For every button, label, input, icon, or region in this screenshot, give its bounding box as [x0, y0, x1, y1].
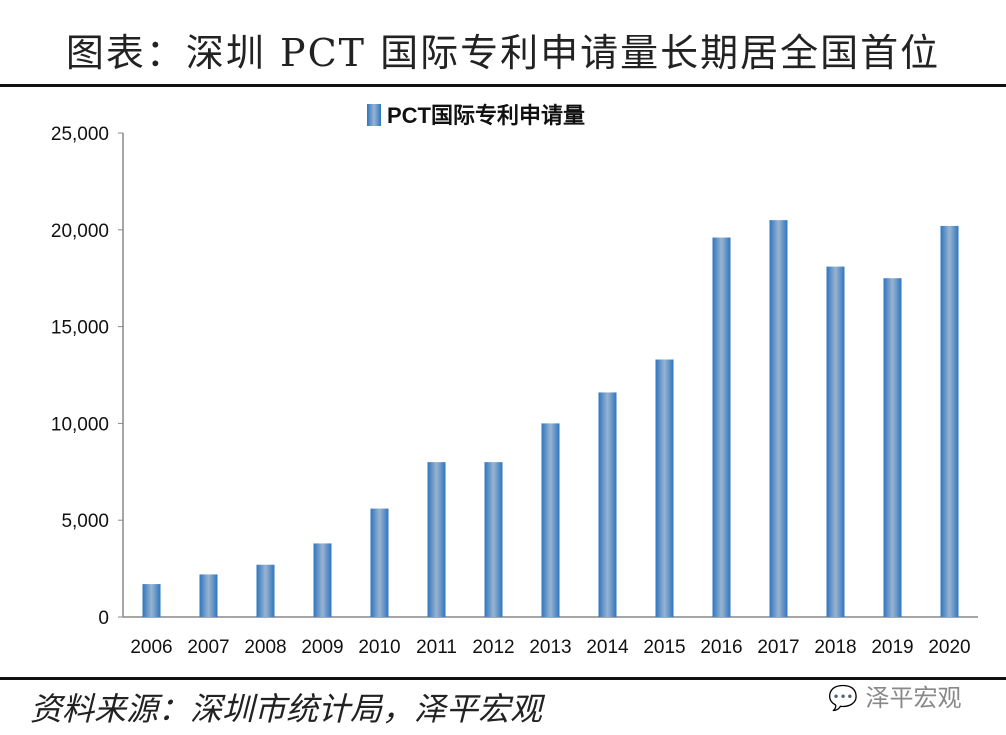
x-tick-label: 2017 [757, 637, 799, 658]
bar-2006 [142, 584, 161, 617]
divider [0, 84, 1006, 87]
x-tick-label: 2007 [187, 637, 229, 658]
bar-2017 [769, 220, 788, 617]
bar-2019 [883, 278, 902, 617]
legend: PCT国际专利申请量 [367, 103, 585, 128]
bar-2012 [484, 462, 503, 617]
x-tick-label: 2013 [529, 637, 571, 658]
x-tick-label: 2015 [643, 637, 685, 658]
page-title: 图表：深圳 PCT 国际专利申请量长期居全国首位 [65, 31, 941, 75]
x-tick-label: 2014 [586, 637, 629, 658]
bar-2009 [313, 543, 332, 617]
x-tick-label: 2010 [358, 637, 400, 658]
x-tick-label: 2012 [472, 637, 514, 658]
bar-2011 [427, 462, 446, 617]
bar-2014 [598, 392, 617, 617]
bar-chart: PCT国际专利申请量 0 5,000 10,000 15,000 20,000 25,00… [51, 103, 978, 658]
bar-2015 [655, 359, 674, 617]
bar-2010 [370, 508, 389, 617]
y-tick-label: 20,000 [51, 221, 109, 242]
bar-2013 [541, 423, 560, 617]
bar-2016 [712, 237, 731, 617]
divider [0, 677, 1006, 680]
x-tick-label: 2020 [928, 637, 970, 658]
legend-label: PCT国际专利申请量 [387, 103, 585, 128]
y-tick-label: 25,000 [51, 124, 109, 145]
x-tick-label: 2019 [871, 637, 913, 658]
x-tick-label: 2018 [814, 637, 856, 658]
wechat-icon: 💬 [828, 684, 858, 712]
x-tick-label: 2008 [244, 637, 286, 658]
legend-swatch [367, 104, 381, 126]
y-tick-label: 0 [98, 608, 109, 629]
x-tick-label: 2006 [130, 637, 172, 658]
bar-2008 [256, 564, 275, 617]
logo-text: 泽平宏观 [865, 684, 962, 712]
x-tick-label: 2016 [700, 637, 742, 658]
x-tick-label: 2009 [301, 637, 343, 658]
y-tick-label: 10,000 [51, 414, 109, 435]
y-tick-label: 15,000 [51, 318, 109, 339]
bar-2007 [199, 574, 218, 617]
wechat-logo: 💬 泽平宏观 [828, 678, 962, 713]
bar-2018 [826, 266, 845, 617]
y-tick-label: 5,000 [61, 511, 109, 532]
bar-2020 [940, 225, 959, 618]
source-note: 资料来源：深圳市统计局，泽平宏观 [30, 690, 543, 728]
x-tick-label: 2011 [416, 637, 457, 658]
